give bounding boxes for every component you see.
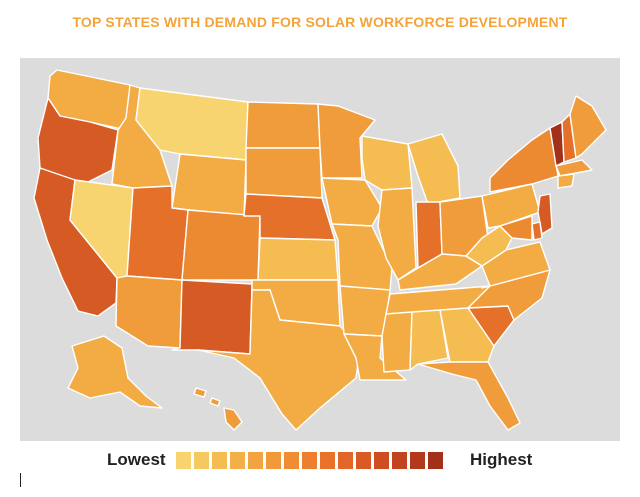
- legend-low-label: Lowest: [107, 450, 166, 469]
- state-connecticut[interactable]: [557, 173, 575, 189]
- state-alabama[interactable]: [409, 309, 449, 371]
- legend-swatch-14: [410, 452, 425, 469]
- legend-swatch-8: [302, 452, 317, 469]
- state-oregon[interactable]: [37, 97, 119, 187]
- state-maine[interactable]: [569, 95, 607, 159]
- legend-swatch-9: [320, 452, 335, 469]
- state-new-mexico[interactable]: [171, 279, 253, 355]
- legend-high-label: Highest: [470, 450, 533, 469]
- legend-swatch-6: [266, 452, 281, 469]
- state-massachusetts[interactable]: [555, 159, 593, 177]
- us-choropleth-map: [33, 69, 607, 431]
- state-new-york[interactable]: [489, 127, 559, 193]
- state-south-dakota[interactable]: [245, 147, 323, 199]
- legend-swatch-4: [230, 452, 245, 469]
- state-florida[interactable]: [417, 361, 521, 431]
- state-delaware[interactable]: [531, 221, 543, 241]
- legend-swatch-12: [374, 452, 389, 469]
- state-arizona[interactable]: [115, 275, 183, 349]
- state-colorado[interactable]: [181, 209, 261, 281]
- state-hawaii[interactable]: [193, 387, 243, 431]
- legend-swatch-3: [212, 452, 227, 469]
- state-iowa[interactable]: [321, 177, 383, 227]
- legend-swatch-7: [284, 452, 299, 469]
- state-maryland[interactable]: [499, 215, 533, 241]
- state-georgia[interactable]: [439, 307, 495, 363]
- color-legend: Lowest Highest: [0, 444, 640, 480]
- legend-swatch-15: [428, 452, 443, 469]
- legend-swatch-5: [248, 452, 263, 469]
- legend-color-scale: [176, 452, 443, 469]
- legend-swatch-13: [392, 452, 407, 469]
- legend-swatch-2: [194, 452, 209, 469]
- edge-mark: [20, 473, 21, 487]
- state-north-carolina[interactable]: [467, 269, 551, 321]
- us-map-panel: [20, 58, 620, 441]
- legend-swatch-1: [176, 452, 191, 469]
- state-minnesota[interactable]: [317, 103, 376, 179]
- state-alaska[interactable]: [67, 335, 163, 409]
- state-arkansas[interactable]: [339, 285, 391, 337]
- state-wisconsin[interactable]: [361, 135, 413, 191]
- state-mississippi[interactable]: [381, 311, 413, 373]
- state-michigan[interactable]: [407, 133, 461, 205]
- state-wyoming[interactable]: [171, 153, 247, 217]
- legend-swatch-10: [338, 452, 353, 469]
- state-kansas[interactable]: [257, 237, 339, 281]
- state-new-jersey[interactable]: [537, 193, 553, 235]
- legend-swatch-11: [356, 452, 371, 469]
- map-title: TOP STATES WITH DEMAND FOR SOLAR WORKFOR…: [72, 14, 568, 30]
- state-north-dakota[interactable]: [245, 101, 321, 149]
